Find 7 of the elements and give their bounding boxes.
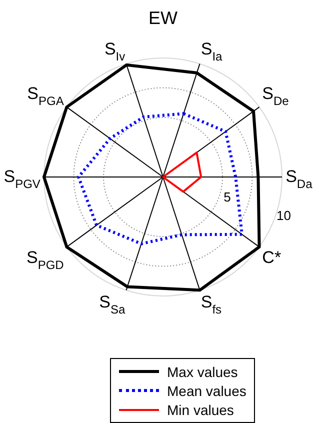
chart-title: EW xyxy=(148,8,178,28)
legend-label: Min values xyxy=(167,402,234,418)
legend-label: Mean values xyxy=(167,382,246,398)
legend-label: Max values xyxy=(167,364,238,380)
y-tick-label: 10 xyxy=(276,208,292,223)
spoke-label: C* xyxy=(262,248,282,268)
y-tick-label: 5 xyxy=(224,189,231,204)
